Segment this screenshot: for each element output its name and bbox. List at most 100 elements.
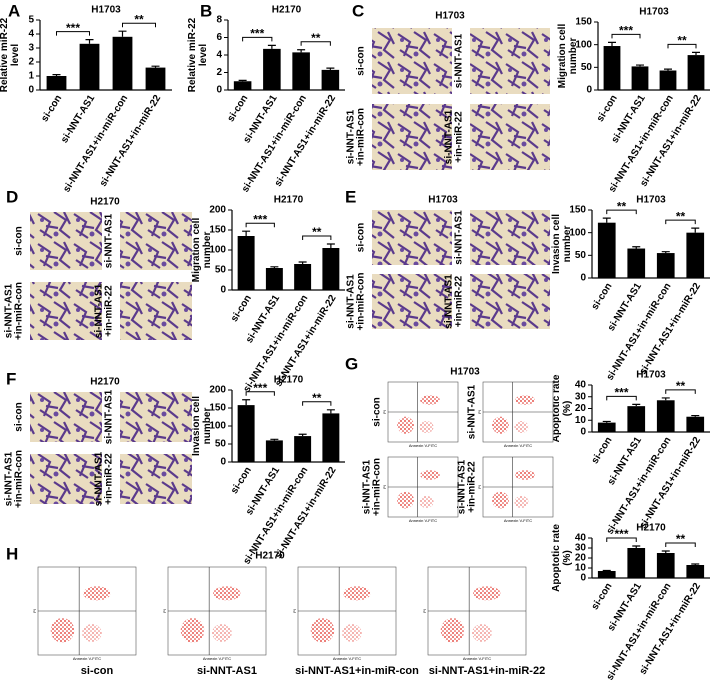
bar bbox=[627, 248, 646, 278]
flow-x-label: Annexin V-FITC bbox=[409, 443, 437, 448]
bar bbox=[322, 248, 340, 290]
bar bbox=[79, 43, 100, 90]
flow-x-label: Annexin V-FITC bbox=[73, 656, 101, 661]
y-axis-label: Relative miR-22 bbox=[187, 17, 198, 92]
image-label: si-con bbox=[356, 46, 367, 75]
image-label: si-NNT-AS1 bbox=[4, 451, 15, 506]
significance-label: *** bbox=[253, 381, 267, 395]
y-tick-label: 4 bbox=[28, 29, 34, 40]
chart-title: H1703 bbox=[91, 5, 121, 16]
bar bbox=[237, 405, 255, 462]
flow-x-label: Annexin V-FITC bbox=[409, 518, 437, 523]
chart-title: H2170 bbox=[636, 523, 666, 534]
error-bar bbox=[298, 433, 307, 437]
y-tick-label: 40 bbox=[575, 380, 587, 391]
image-label: +in-miR-22 bbox=[104, 285, 115, 337]
significance-bracket bbox=[56, 31, 90, 36]
x-tick-label: si-NNT-AS1+in-miR-22 bbox=[638, 581, 704, 677]
x-tick-label: si-NNT-AS1+in-miR-22 bbox=[638, 435, 704, 531]
bar bbox=[145, 67, 166, 90]
image-label: si-NNT-AS1 bbox=[346, 274, 357, 329]
y-axis-label: (%) bbox=[562, 550, 573, 566]
flow-x-label: Annexin V-FITC bbox=[333, 656, 361, 661]
y-tick-label: 100 bbox=[209, 245, 226, 256]
significance-label: *** bbox=[614, 527, 628, 541]
y-tick-label: 8 bbox=[216, 15, 222, 26]
image-label: si-NNT-AS1 bbox=[444, 109, 455, 164]
y-tick-label: 5 bbox=[28, 15, 34, 26]
flow-x-label: Annexin V-FITC bbox=[203, 656, 231, 661]
cell-cluster bbox=[514, 421, 529, 433]
bar bbox=[112, 36, 133, 90]
panel-letter: G bbox=[345, 354, 358, 373]
error-bar bbox=[326, 243, 335, 248]
cell-cluster bbox=[419, 421, 434, 433]
error-bar bbox=[326, 67, 335, 70]
y-tick-label: 0 bbox=[220, 285, 226, 296]
y-tick-label: 150 bbox=[575, 17, 592, 28]
significance-bracket bbox=[245, 222, 275, 228]
significance-bracket bbox=[122, 22, 156, 28]
image-label: +in-miR-con bbox=[14, 450, 25, 508]
bar bbox=[46, 76, 67, 90]
y-tick-label: 150 bbox=[569, 205, 586, 216]
flow-y-label: PI bbox=[477, 485, 482, 489]
cell-cluster bbox=[180, 618, 205, 643]
significance-label: *** bbox=[253, 212, 267, 226]
cell-cluster bbox=[82, 624, 102, 642]
cell-cluster bbox=[397, 491, 414, 509]
flow-y-label: PI bbox=[32, 609, 37, 613]
error-bar bbox=[602, 569, 611, 572]
image-label: si-NNT-AS1 bbox=[467, 384, 478, 439]
y-tick-label: 10 bbox=[575, 415, 587, 426]
bar bbox=[294, 436, 312, 462]
y-axis-label: Migration cell bbox=[557, 24, 568, 89]
error-bar bbox=[297, 49, 306, 53]
x-tick-label: si-con bbox=[229, 293, 254, 324]
bar bbox=[321, 69, 340, 90]
y-tick-label: 0 bbox=[216, 85, 222, 96]
significance-bracket bbox=[302, 235, 332, 240]
error-bar bbox=[608, 41, 616, 47]
significance-bracket bbox=[606, 395, 637, 401]
y-tick-label: 50 bbox=[575, 250, 587, 261]
significance-bracket bbox=[300, 41, 331, 46]
error-bar bbox=[151, 65, 160, 68]
image-label: si-con bbox=[356, 223, 367, 252]
image-label: si-NNT-AS1 bbox=[104, 213, 115, 268]
y-axis-label: Apoptotic rate bbox=[551, 374, 562, 442]
micrograph bbox=[120, 454, 192, 504]
bar bbox=[631, 66, 649, 90]
y-axis-label: Relative miR-22 bbox=[0, 17, 10, 92]
y-tick-label: 50 bbox=[215, 439, 227, 450]
cell-cluster bbox=[515, 395, 535, 405]
bar bbox=[687, 55, 705, 90]
flow-y-label: PI bbox=[292, 609, 297, 613]
bar bbox=[603, 46, 621, 90]
cell-cluster bbox=[473, 586, 501, 601]
image-label: si-NNT-AS1 bbox=[346, 109, 357, 164]
significance-label: *** bbox=[250, 27, 264, 41]
image-label: si-NNT-AS1 bbox=[457, 459, 468, 514]
micrograph bbox=[30, 454, 102, 504]
bar bbox=[627, 406, 646, 432]
image-label: si-NNT-AS1 bbox=[94, 283, 105, 338]
bar bbox=[292, 52, 310, 90]
bar bbox=[686, 565, 705, 578]
image-panel-title: H1703 bbox=[450, 367, 480, 378]
bar bbox=[597, 422, 616, 432]
cell-cluster bbox=[212, 624, 232, 642]
bar bbox=[322, 413, 340, 462]
y-tick-label: 1 bbox=[28, 71, 34, 82]
chart-title: H1703 bbox=[636, 370, 666, 381]
error-bar bbox=[602, 420, 611, 423]
error-bar bbox=[602, 217, 611, 223]
error-bar bbox=[242, 399, 251, 406]
y-tick-label: 20 bbox=[575, 403, 587, 414]
panel-letter: B bbox=[200, 1, 212, 20]
y-tick-label: 30 bbox=[575, 391, 587, 402]
micrograph bbox=[470, 210, 550, 265]
chart-title: H2170 bbox=[274, 375, 304, 386]
y-tick-label: 100 bbox=[575, 39, 592, 50]
cell-cluster bbox=[419, 496, 434, 508]
